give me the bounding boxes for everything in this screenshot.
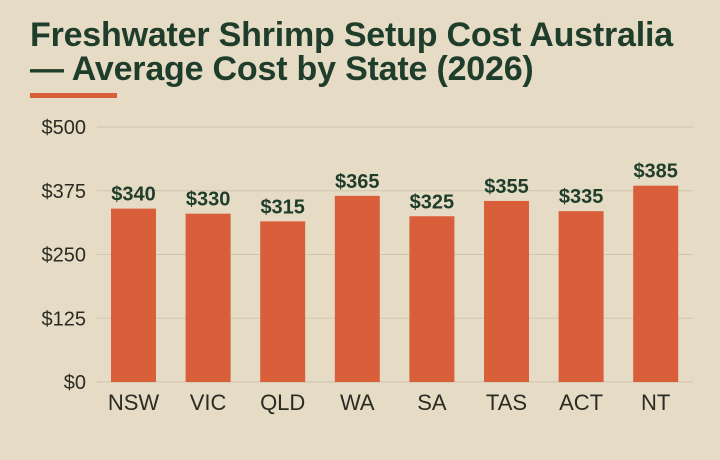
- x-category-label: NT: [641, 390, 670, 415]
- bar-value-label: $340: [111, 184, 156, 206]
- bar-value-label: $315: [260, 196, 305, 218]
- y-tick-label: $125: [42, 308, 87, 330]
- x-category-label: ACT: [559, 390, 603, 415]
- y-tick-label: $0: [64, 372, 86, 394]
- chart-title-line-2: — Average Cost by State (2026): [30, 50, 534, 88]
- y-tick-label: $500: [42, 117, 87, 139]
- x-category-label: NSW: [108, 390, 160, 415]
- x-category-label: WA: [340, 390, 375, 415]
- bar-value-label: $325: [410, 191, 455, 213]
- bar-value-label: $365: [335, 171, 380, 193]
- y-tick-label: $375: [42, 181, 87, 203]
- x-category-label: QLD: [260, 390, 305, 415]
- bar-value-label: $335: [559, 186, 604, 208]
- chart-title: Freshwater Shrimp Setup Cost Australia —…: [30, 18, 710, 86]
- bar-qld: [260, 221, 306, 382]
- x-category-label: VIC: [190, 390, 227, 415]
- y-tick-label: $250: [42, 245, 87, 267]
- bar-tas: [484, 200, 529, 382]
- bar-value-label: $330: [186, 189, 231, 211]
- bar-sa: [409, 216, 455, 382]
- title-accent-rule: [30, 93, 117, 98]
- x-category-label: SA: [417, 390, 447, 415]
- bar-wa: [334, 195, 380, 382]
- bar-nt: [633, 185, 679, 382]
- bar-value-label: $385: [633, 161, 678, 183]
- chart-title-line-1: Freshwater Shrimp Setup Cost Australia: [30, 16, 673, 54]
- x-category-label: TAS: [486, 390, 527, 415]
- bar-nsw: [111, 208, 156, 382]
- bar-act: [558, 211, 604, 382]
- bar-value-label: $355: [484, 176, 529, 198]
- bar-vic: [185, 213, 231, 382]
